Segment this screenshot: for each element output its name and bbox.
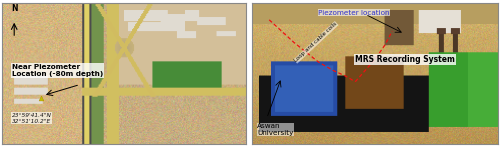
Text: Near Piezometer
Location (-80m depth): Near Piezometer Location (-80m depth) xyxy=(12,64,103,77)
Text: N: N xyxy=(11,4,18,13)
Text: Aswan
University: Aswan University xyxy=(257,123,294,136)
Text: Piezometer location: Piezometer location xyxy=(318,10,390,16)
Text: MRS Recording System: MRS Recording System xyxy=(356,55,455,64)
Text: Loop and cable coils: Loop and cable coils xyxy=(294,21,338,63)
Text: 23°59'41.4"N
32°51'10.2"E: 23°59'41.4"N 32°51'10.2"E xyxy=(12,113,51,124)
